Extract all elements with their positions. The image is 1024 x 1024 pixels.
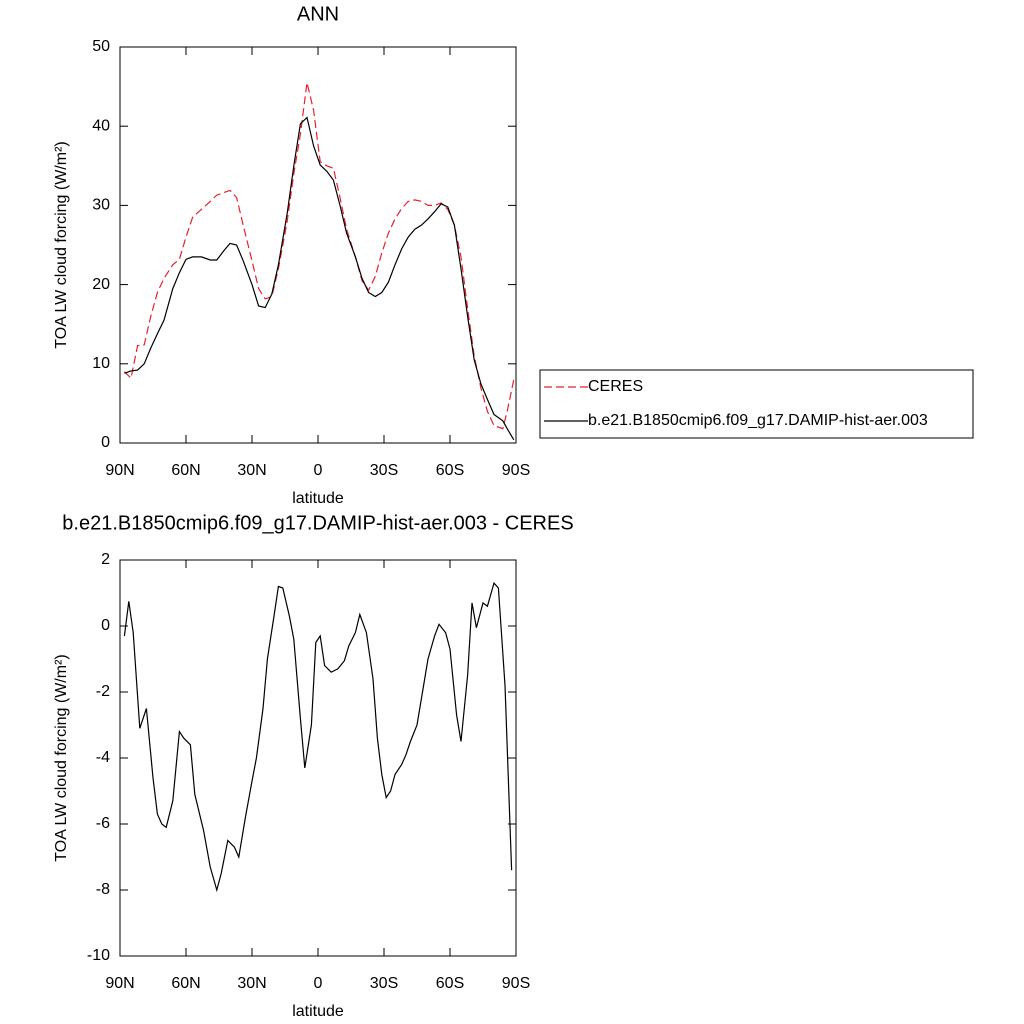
x-tick-label: 30S [370, 975, 398, 992]
series-line [123, 581, 513, 893]
legend-box [539, 369, 974, 439]
y-tick-label: -8 [96, 881, 110, 898]
x-tick-label: 90S [502, 975, 530, 992]
x-tick-label: 90N [105, 462, 134, 479]
y-tick-label: 50 [92, 38, 110, 55]
y-axis-label: TOA LW cloud forcing (W/m²) [53, 141, 70, 348]
x-tick-label: 90S [502, 462, 530, 479]
x-tick-label: 0 [314, 462, 323, 479]
y-tick-label: -2 [96, 683, 110, 700]
y-tick-label: -10 [87, 947, 110, 964]
x-tick-label: 0 [314, 975, 323, 992]
x-tick-label: 60S [436, 975, 464, 992]
y-tick-label: -4 [96, 749, 110, 766]
y-axis-label: TOA LW cloud forcing (W/m²) [53, 654, 70, 861]
legend-label: CERES [588, 378, 643, 395]
x-tick-label: 30S [370, 462, 398, 479]
y-tick-label: -6 [96, 815, 110, 832]
series-line [124, 116, 515, 441]
y-tick-label: 20 [92, 276, 110, 293]
plot-frame [119, 559, 517, 957]
series-line [123, 82, 515, 430]
x-tick-label: 60N [171, 462, 200, 479]
y-tick-label: 30 [92, 197, 110, 214]
x-tick-label: 60N [171, 975, 200, 992]
x-tick-label: 60S [436, 462, 464, 479]
chart-title: b.e21.B1850cmip6.f09_g17.DAMIP-hist-aer.… [62, 512, 573, 534]
y-tick-label: 2 [101, 551, 110, 568]
y-tick-label: 40 [92, 117, 110, 134]
chart-title: ANN [297, 3, 339, 25]
plot-frame [119, 46, 517, 444]
x-tick-label: 30N [237, 462, 266, 479]
legend: CERES b.e21.B1850cmip6.f09_g17.DAMIP-hist… [539, 369, 974, 439]
x-axis-label: latitude [292, 1003, 344, 1020]
x-axis-label: latitude [292, 490, 344, 507]
y-tick-label: 0 [101, 434, 110, 451]
y-tick-label: 0 [101, 617, 110, 634]
y-tick-label: 10 [92, 355, 110, 372]
x-tick-label: 30N [237, 975, 266, 992]
legend-label: b.e21.B1850cmip6.f09_g17.DAMIP-hist-aer.… [588, 412, 928, 429]
x-tick-label: 90N [105, 975, 134, 992]
